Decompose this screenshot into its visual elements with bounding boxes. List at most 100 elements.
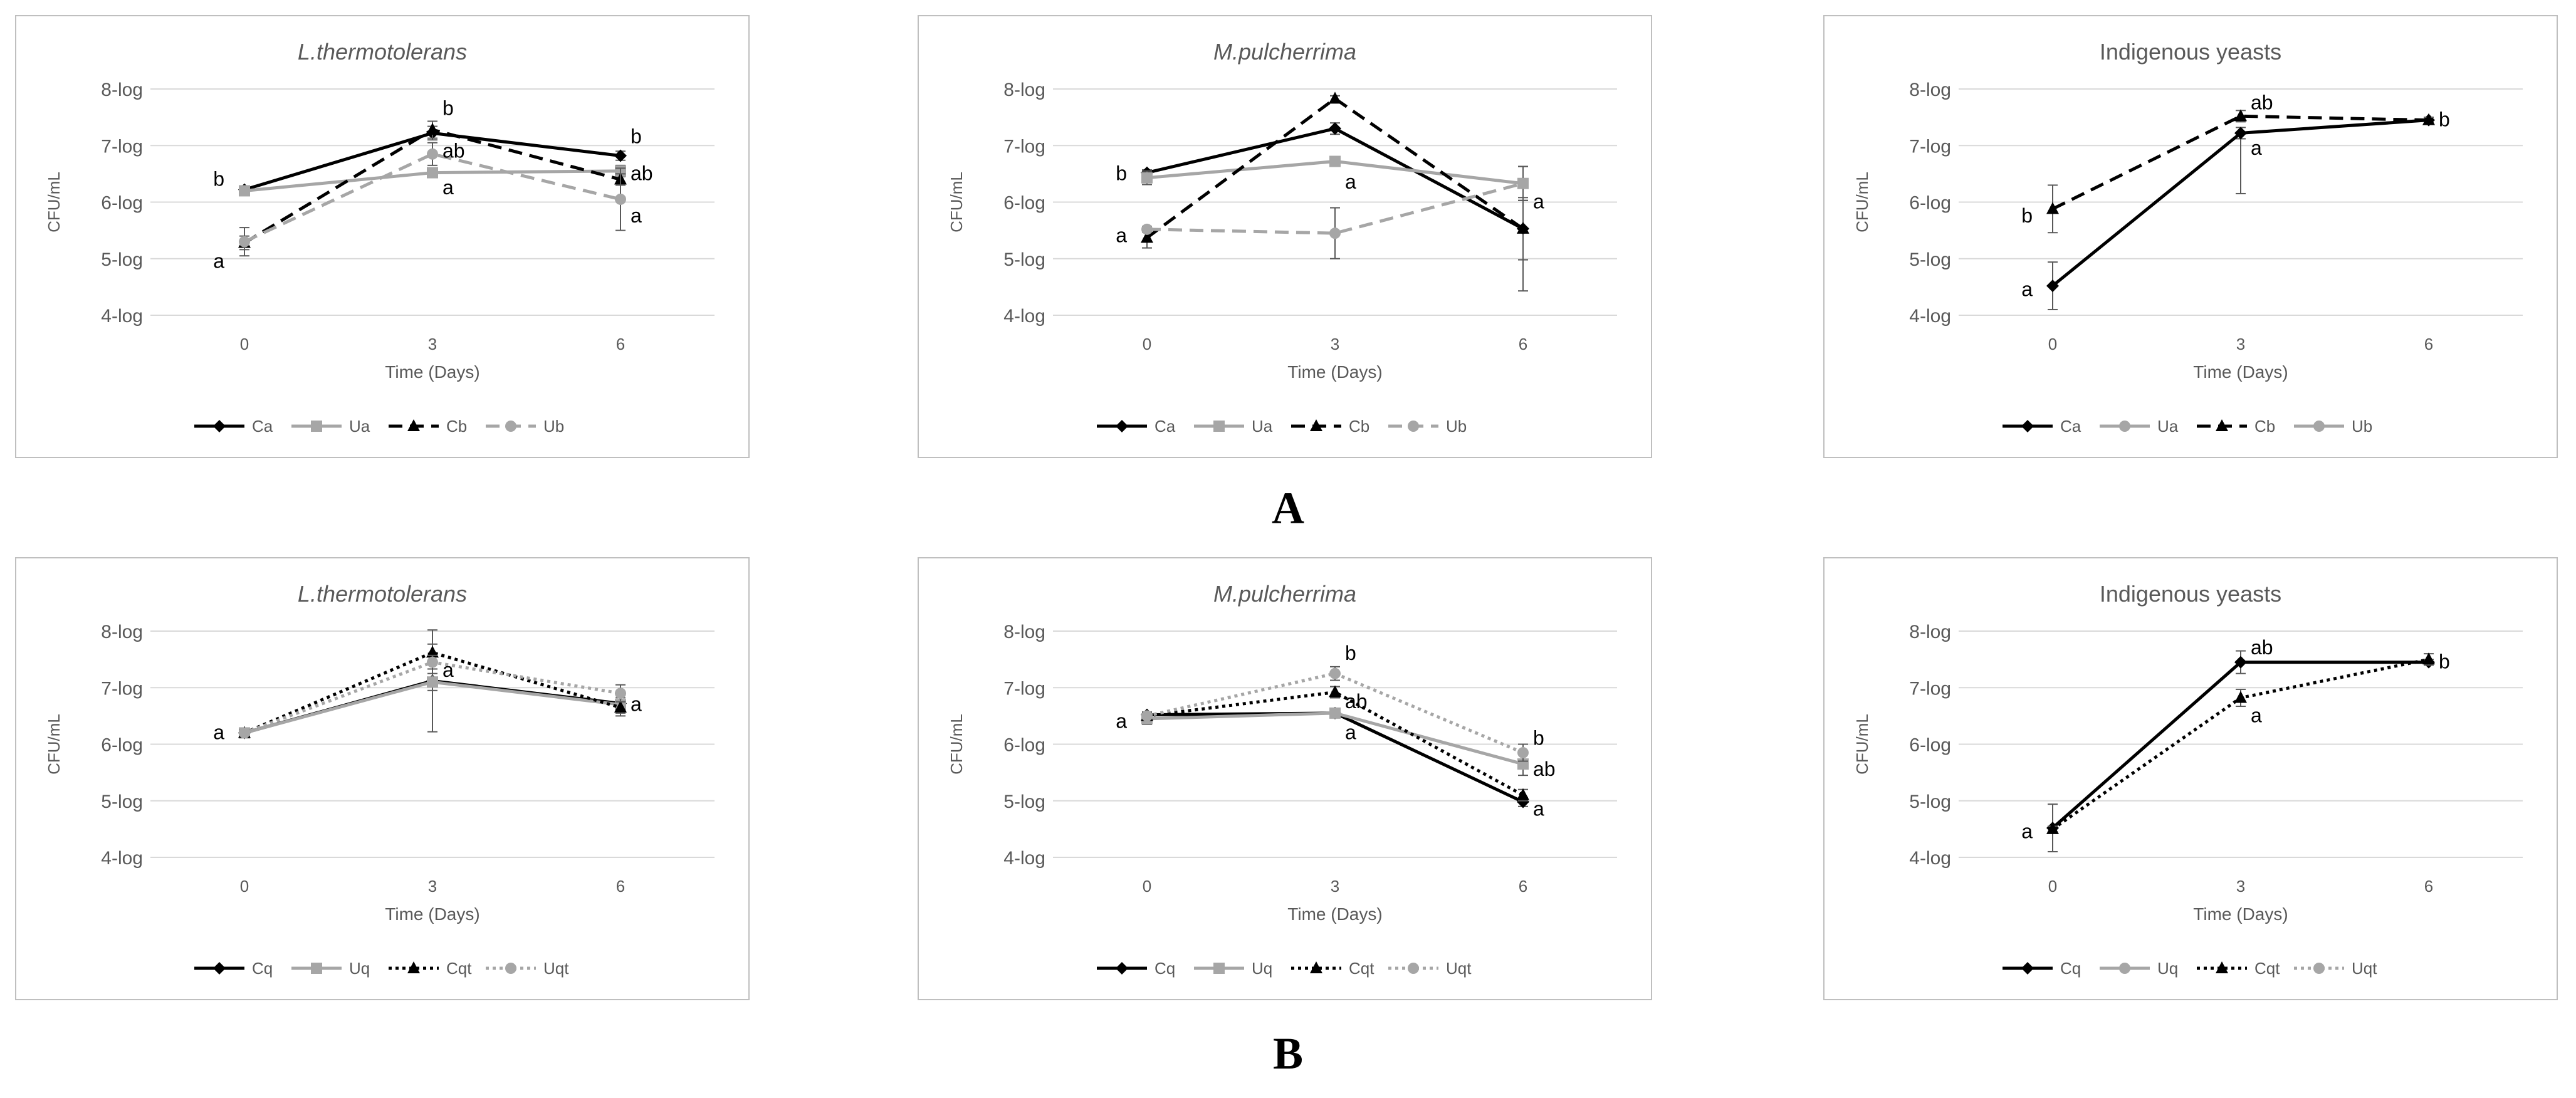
legend-marker <box>2021 962 2034 975</box>
legend-label: Ua <box>2157 417 2179 436</box>
x-axis-label: Time (Days) <box>385 362 479 382</box>
legend-marker <box>2313 963 2325 974</box>
legend-label: Cb <box>2254 417 2275 436</box>
legend-label: Cb <box>1349 417 1369 436</box>
legend-label: Cqt <box>1349 959 1374 978</box>
y-tick-label: 4-log <box>1003 306 1045 327</box>
y-tick-label: 5-log <box>1909 792 1951 812</box>
data-point-uqt <box>1329 667 1341 679</box>
legend-marker <box>2216 961 2228 973</box>
data-point-ua <box>1141 172 1153 184</box>
legend-marker <box>505 421 516 432</box>
data-point-cqt <box>1517 788 1529 800</box>
legend-item-ca: Ca <box>2003 417 2081 436</box>
legend-label: Ub <box>2352 417 2372 436</box>
significance-letter: a <box>631 204 642 227</box>
legend-label: Ub <box>1446 417 1467 436</box>
chart-title: Indigenous yeasts <box>2100 581 2281 607</box>
y-axis-label: CFU/mL <box>45 172 63 233</box>
legend-label: Cqt <box>446 959 472 978</box>
data-point-ca <box>2046 280 2059 293</box>
data-point-cqt <box>2234 691 2247 703</box>
x-tick-label: 0 <box>1143 335 1151 353</box>
x-axis-label: Time (Days) <box>2193 904 2288 924</box>
y-tick-label: 7-log <box>1909 136 1951 157</box>
y-tick-label: 8-log <box>1003 622 1045 642</box>
data-point-cq <box>2234 656 2247 669</box>
y-axis-label: CFU/mL <box>947 714 966 775</box>
x-axis-label: Time (Days) <box>1287 362 1382 382</box>
x-axis-label: Time (Days) <box>2193 362 2288 382</box>
significance-letter: ab <box>442 139 465 162</box>
y-tick-label: 6-log <box>101 193 143 214</box>
y-tick-label: 4-log <box>101 306 143 327</box>
data-point-ub <box>1329 227 1341 239</box>
data-point-ca <box>2234 127 2247 140</box>
legend-label: Uqt <box>2352 959 2377 978</box>
x-tick-label: 0 <box>2048 877 2057 896</box>
significance-letter: ab <box>631 162 653 184</box>
legend-label: Cb <box>446 417 467 436</box>
y-tick-label: 7-log <box>101 136 143 157</box>
data-point-ca <box>1329 122 1341 135</box>
legend-label: Uqt <box>1446 959 1472 978</box>
data-point-cb <box>2422 113 2435 125</box>
significance-letter: a <box>442 176 454 199</box>
legend-label: Ua <box>1252 417 1273 436</box>
x-tick-label: 0 <box>240 335 249 353</box>
legend-item-uqt: Uqt <box>486 959 569 978</box>
legend-item-ub: Ub <box>2294 417 2372 436</box>
legend-label: Ua <box>349 417 370 436</box>
data-point-cb <box>1141 231 1153 243</box>
legend-item-uq: Uq <box>2100 959 2178 978</box>
legend-label: Ca <box>2060 417 2081 436</box>
data-point-uqt <box>427 656 438 668</box>
data-point-cb <box>2046 202 2059 214</box>
legend-item-ub: Ub <box>486 417 564 436</box>
data-point-uq <box>427 676 438 688</box>
significance-letter: b <box>1533 726 1544 749</box>
y-tick-label: 5-log <box>1909 249 1951 270</box>
significance-letter: b <box>213 167 224 190</box>
data-point-cqt <box>1329 685 1341 698</box>
chart-title: M.pulcherrima <box>1213 581 1356 607</box>
significance-letter: ab <box>1533 758 1556 780</box>
x-tick-label: 6 <box>2424 335 2433 353</box>
chart-title: Indigenous yeasts <box>2100 39 2281 65</box>
significance-letter: b <box>631 125 642 148</box>
legend-item-ua: Ua <box>1194 417 1273 436</box>
legend-item-cqt: Cqt <box>1291 959 1374 978</box>
significance-letter: a <box>213 249 224 272</box>
data-point-cb <box>2234 109 2247 122</box>
x-tick-label: 6 <box>1519 335 1527 353</box>
legend-marker <box>213 420 226 432</box>
significance-letter: b <box>442 97 454 120</box>
data-point-ub <box>1141 223 1153 235</box>
y-tick-label: 6-log <box>1909 193 1951 214</box>
series-line-uqt <box>1146 672 1524 755</box>
data-point-uqt <box>1141 710 1153 722</box>
legend-marker <box>1408 963 1419 974</box>
significance-letter: a <box>2251 704 2262 726</box>
legend-item-uqt: Uqt <box>2294 959 2377 978</box>
legend-label: Cq <box>1154 959 1175 978</box>
chart-1: L.thermotolerans 4-log 5-log 6-log 7-log 8-lo… <box>15 15 750 458</box>
y-axis-label: CFU/mL <box>1853 714 1872 775</box>
legend-marker <box>311 963 322 974</box>
y-tick-label: 7-log <box>1003 678 1045 699</box>
y-tick-label: 8-log <box>101 622 143 642</box>
legend-item-cq: Cq <box>2003 959 2081 978</box>
data-point-cq <box>1517 795 1529 808</box>
y-axis-label: CFU/mL <box>947 172 966 233</box>
significance-letter: a <box>2021 278 2033 300</box>
significance-letter: b <box>1116 162 1127 184</box>
data-point-ub <box>239 236 250 248</box>
y-tick-label: 4-log <box>1003 848 1045 869</box>
legend-label: Ca <box>252 417 273 436</box>
significance-letter: a <box>213 721 224 743</box>
significance-letter: b <box>1345 642 1356 664</box>
legend-item-ca: Ca <box>1097 417 1176 436</box>
y-tick-label: 5-log <box>101 249 143 270</box>
legend-item-cb: Cb <box>1291 417 1369 436</box>
data-point-cqt <box>426 646 439 658</box>
